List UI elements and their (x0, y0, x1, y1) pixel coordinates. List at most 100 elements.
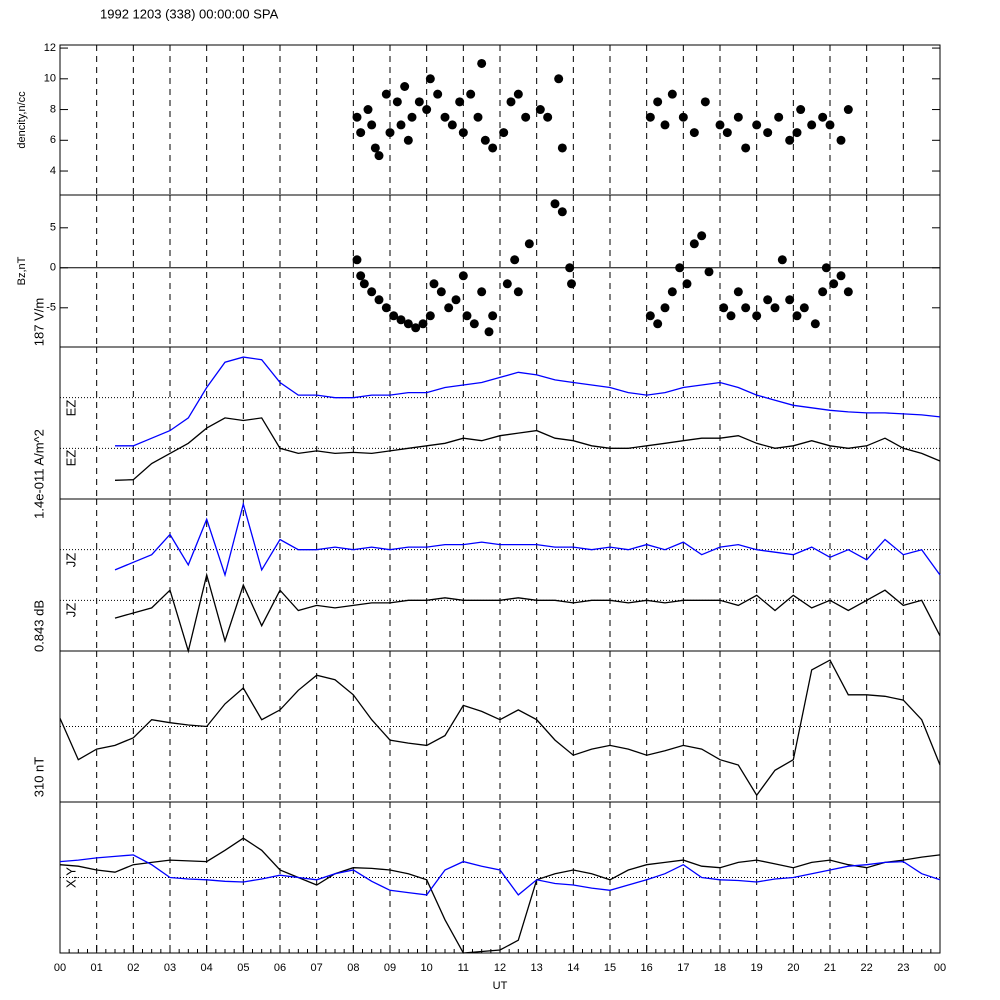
data-point (370, 143, 380, 153)
data-point (363, 105, 373, 115)
x-tick-label: 19 (751, 962, 763, 974)
data-point (567, 279, 576, 289)
data-point (645, 311, 655, 321)
data-point (535, 105, 545, 115)
data-point (821, 263, 831, 273)
data-point (524, 239, 534, 249)
series-label: JZ (63, 603, 78, 618)
x-tick-label: 15 (604, 962, 616, 974)
data-point (418, 319, 428, 329)
data-point (396, 315, 406, 325)
x-tick-label: 03 (164, 962, 176, 974)
data-point (829, 279, 839, 289)
data-point (444, 303, 454, 313)
data-line (115, 356, 941, 447)
data-point (407, 112, 417, 122)
data-point (682, 279, 692, 289)
x-tick-label: 22 (861, 962, 873, 974)
data-point (433, 89, 443, 99)
data-point (458, 271, 468, 281)
data-point (554, 74, 564, 84)
data-point (843, 105, 853, 115)
x-tick-label: 05 (237, 962, 249, 974)
data-point (843, 287, 853, 297)
data-point (741, 303, 751, 313)
data-point (733, 112, 743, 122)
x-tick-label: 12 (494, 962, 506, 974)
y-tick-label: 6 (50, 134, 56, 146)
data-point (352, 255, 362, 265)
x-tick-label: 17 (677, 962, 689, 974)
data-point (374, 151, 384, 161)
data-point (697, 231, 707, 241)
data-point (796, 105, 806, 115)
data-point (488, 311, 498, 321)
data-point (367, 120, 377, 130)
data-line (59, 854, 941, 896)
data-point (733, 287, 743, 297)
y-axis-label: X,Y (63, 867, 78, 888)
x-tick-label: 21 (824, 962, 836, 974)
y-axis-label: Bz,nT (16, 256, 28, 285)
y-axis-label: dencity,n/cc (16, 91, 28, 149)
data-point (774, 112, 784, 122)
x-tick-label: 06 (274, 962, 286, 974)
data-point (403, 135, 413, 145)
data-point (381, 303, 391, 313)
data-line (114, 417, 941, 481)
series-label: EZ (63, 450, 78, 467)
y-tick-label: -5 (46, 302, 56, 314)
x-tick-label: 09 (384, 962, 396, 974)
data-point (770, 303, 780, 313)
data-point (810, 319, 820, 329)
data-point (726, 311, 736, 321)
data-point (667, 89, 677, 99)
data-point (752, 120, 762, 130)
data-point (792, 311, 802, 321)
data-point (678, 112, 688, 122)
data-point (429, 279, 439, 289)
data-point (763, 128, 773, 138)
data-point (521, 112, 531, 122)
scale-label: 310 nT (31, 757, 46, 798)
data-point (510, 255, 520, 265)
data-point (462, 311, 472, 321)
x-tick-label: 04 (201, 962, 213, 974)
x-tick-label: 00 (934, 962, 946, 974)
data-point (557, 207, 567, 217)
data-point (752, 311, 762, 321)
y-tick-label: 10 (44, 73, 56, 85)
data-point (660, 120, 670, 130)
x-tick-label: 00 (54, 962, 66, 974)
x-tick-label: 14 (567, 962, 579, 974)
data-point (818, 112, 828, 122)
data-point (513, 287, 523, 297)
scale-label: 187 V/m (31, 298, 46, 346)
data-point (352, 112, 362, 122)
data-point (499, 128, 509, 138)
data-point (455, 97, 465, 107)
x-tick-label: 10 (421, 962, 433, 974)
x-tick-label: 23 (897, 962, 909, 974)
data-point (425, 74, 435, 84)
data-point (667, 287, 677, 297)
data-point (466, 89, 476, 99)
scale-label: 0.843 dB (31, 600, 46, 652)
chart-title: 1992 1203 (338) 00:00:00 SPA (100, 6, 279, 21)
y-tick-label: 12 (44, 42, 56, 54)
data-point (356, 128, 366, 138)
data-line (114, 572, 941, 654)
data-point (722, 128, 732, 138)
data-point (356, 271, 366, 281)
data-point (704, 267, 714, 277)
data-point (477, 58, 487, 68)
data-line (59, 659, 941, 797)
data-point (473, 112, 483, 122)
data-point (506, 97, 516, 107)
data-point (689, 239, 699, 249)
data-point (513, 89, 523, 99)
data-point (392, 97, 402, 107)
x-tick-label: 16 (641, 962, 653, 974)
x-tick-label: 01 (91, 962, 103, 974)
data-point (400, 81, 410, 91)
